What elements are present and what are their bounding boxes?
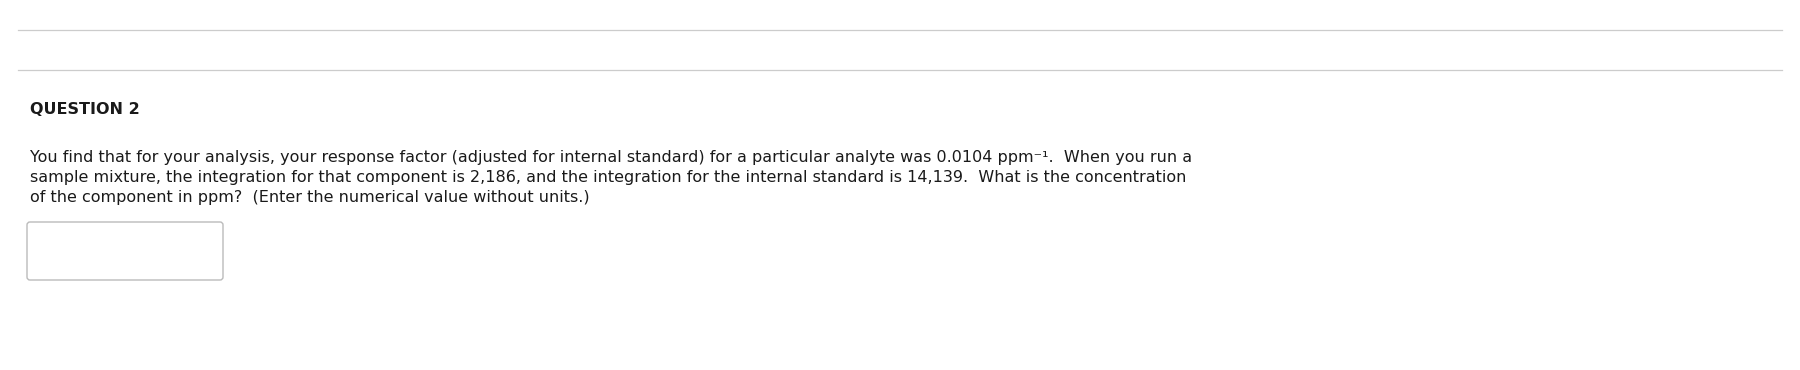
Text: You find that for your analysis, your response factor (adjusted for internal sta: You find that for your analysis, your re… [31, 150, 1192, 165]
Text: of the component in ppm?  (Enter the numerical value without units.): of the component in ppm? (Enter the nume… [31, 190, 590, 205]
Text: sample mixture, the integration for that component is 2,186, and the integration: sample mixture, the integration for that… [31, 170, 1186, 185]
Text: QUESTION 2: QUESTION 2 [31, 102, 140, 117]
FancyBboxPatch shape [27, 222, 223, 280]
